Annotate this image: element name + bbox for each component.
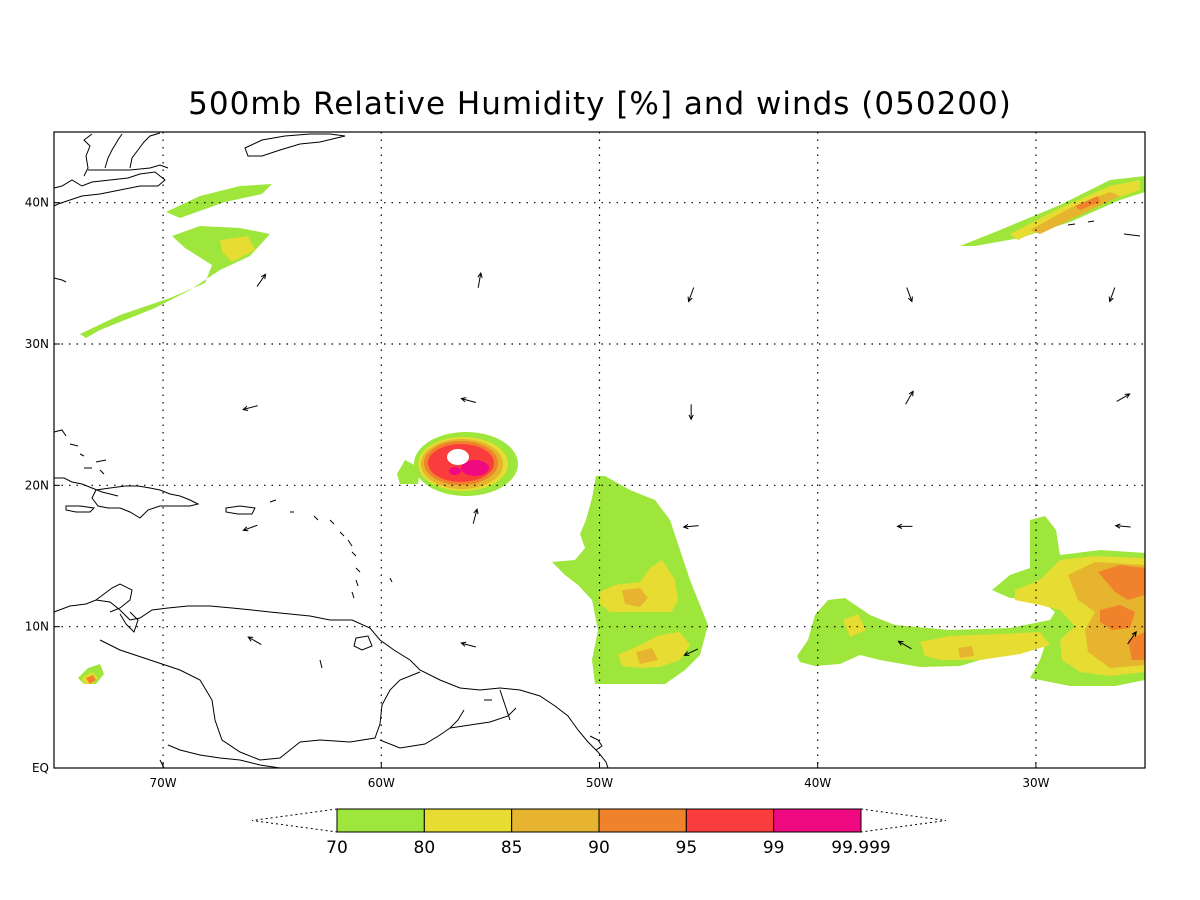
y-tick-label: 30N bbox=[25, 337, 49, 351]
wind-arrow bbox=[897, 640, 912, 650]
wind-arrow bbox=[242, 405, 258, 411]
wind-vectors bbox=[242, 271, 1137, 656]
colorbar-swatch bbox=[511, 808, 600, 833]
colorbar-swatch bbox=[685, 808, 775, 833]
y-axis: EQ 10N 20N 30N 40N bbox=[25, 196, 60, 775]
colorbar-low-extension bbox=[251, 808, 338, 833]
wind-arrow bbox=[460, 397, 476, 403]
humidity-region-central-atlantic-cyclone bbox=[397, 432, 518, 496]
wind-arrow bbox=[688, 404, 694, 421]
wind-arrow bbox=[1116, 393, 1131, 402]
plot-area bbox=[53, 131, 1146, 769]
humidity-region-eastern-tropical-band bbox=[797, 516, 1145, 686]
x-tick-label: 50W bbox=[586, 776, 613, 790]
wind-arrow bbox=[683, 648, 699, 656]
colorbar-swatch bbox=[336, 808, 425, 833]
x-tick-label: 30W bbox=[1022, 776, 1049, 790]
colorbar-swatch bbox=[598, 808, 687, 833]
x-tick-label: 70W bbox=[150, 776, 177, 790]
colorbar-label: 90 bbox=[588, 838, 610, 858]
humidity-fills bbox=[78, 176, 1145, 686]
colorbar-label: 99 bbox=[763, 838, 785, 858]
x-tick-label: 40W bbox=[804, 776, 831, 790]
colorbar-label: 99.999 bbox=[831, 838, 890, 858]
wind-arrow bbox=[256, 273, 267, 287]
graticule bbox=[54, 132, 1145, 768]
y-tick-label: 40N bbox=[25, 196, 49, 210]
colorbar-label: 95 bbox=[676, 838, 698, 858]
wind-arrow bbox=[477, 271, 483, 288]
wind-arrow bbox=[687, 287, 695, 303]
colorbar: 70 80 85 90 95 99 99.999 bbox=[251, 808, 947, 858]
y-tick-label: 10N bbox=[25, 620, 49, 634]
wind-arrow bbox=[1127, 630, 1137, 645]
wind-arrow bbox=[472, 508, 479, 524]
colorbar-high-extension bbox=[860, 808, 947, 833]
x-tick-label: 60W bbox=[368, 776, 395, 790]
wind-arrow bbox=[247, 636, 262, 645]
humidity-region-nw-atlantic-band bbox=[80, 184, 272, 338]
humidity-region-colombia-spot bbox=[78, 664, 104, 684]
wind-arrow bbox=[1114, 523, 1131, 529]
humidity-region-lesser-antilles-plume bbox=[552, 476, 708, 684]
wind-arrow bbox=[242, 524, 258, 532]
x-axis: 70W 60W 50W 40W 30W bbox=[150, 762, 1050, 790]
y-tick-label: 20N bbox=[25, 478, 49, 492]
wind-arrow bbox=[460, 641, 476, 648]
colorbar-label: 85 bbox=[501, 838, 523, 858]
colorbar-swatch bbox=[423, 808, 513, 833]
y-tick-label: EQ bbox=[32, 761, 49, 775]
wind-arrow bbox=[896, 523, 913, 529]
colorbar-label: 70 bbox=[326, 838, 348, 858]
map-title: 500mb Relative Humidity [%] and winds (0… bbox=[188, 86, 1012, 122]
wind-arrow bbox=[906, 287, 913, 303]
wind-arrow bbox=[1108, 287, 1116, 303]
wind-arrow bbox=[905, 390, 914, 405]
colorbar-label: 80 bbox=[414, 838, 436, 858]
colorbar-swatch bbox=[773, 808, 862, 833]
coastlines bbox=[53, 132, 1141, 769]
wind-arrow bbox=[682, 523, 699, 530]
